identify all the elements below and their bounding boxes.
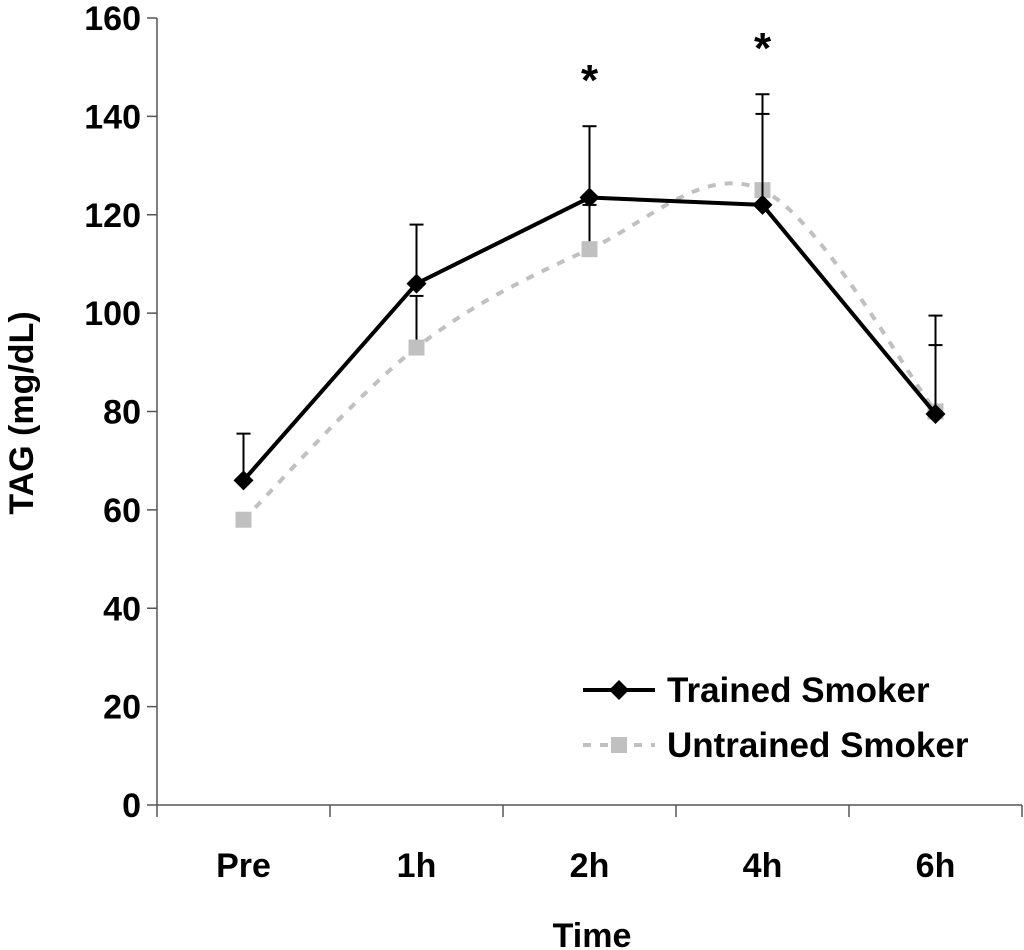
plot-area bbox=[233, 93, 946, 528]
series-trained-smoker bbox=[233, 112, 946, 491]
y-tick-label: 140 bbox=[84, 98, 141, 136]
y-tick-label: 40 bbox=[103, 590, 141, 628]
data-point-diamond bbox=[579, 187, 600, 208]
x-axis-title: Time bbox=[553, 917, 632, 950]
legend-item-trained-smoker: Trained Smoker bbox=[583, 671, 930, 710]
legend-marker-square bbox=[611, 737, 627, 753]
x-tick-label: 2h bbox=[570, 847, 610, 885]
legend-label-trained: Trained Smoker bbox=[667, 671, 930, 710]
y-tick-label: 120 bbox=[84, 197, 141, 235]
x-tick-label: Pre bbox=[216, 847, 271, 885]
y-tick-label: 160 bbox=[84, 0, 141, 38]
x-tick-label: 6h bbox=[916, 847, 956, 885]
y-tick-label: 20 bbox=[103, 689, 141, 727]
significance-marker: * bbox=[581, 56, 599, 105]
legend-marker-diamond bbox=[609, 680, 629, 700]
data-point-diamond bbox=[752, 194, 773, 215]
y-axis: 0 20 40 60 80 100 120 140 160 bbox=[84, 0, 158, 825]
data-point-square bbox=[581, 241, 598, 258]
y-tick-label: 100 bbox=[84, 295, 141, 333]
data-point-square bbox=[235, 511, 252, 528]
x-tick-label: 4h bbox=[743, 847, 783, 885]
legend: Trained Smoker Untrained Smoker bbox=[583, 671, 969, 765]
y-tick-label: 60 bbox=[103, 492, 141, 530]
legend-label-untrained: Untrained Smoker bbox=[667, 726, 969, 765]
y-axis-title: TAG (mg/dL) bbox=[3, 311, 41, 514]
data-point-square bbox=[408, 339, 425, 356]
data-point-diamond bbox=[233, 470, 254, 491]
annotations: ** bbox=[581, 24, 772, 105]
x-tick-label: 1h bbox=[397, 847, 437, 885]
data-point-diamond bbox=[925, 403, 946, 424]
data-point-diamond bbox=[406, 273, 427, 294]
y-tick-label: 0 bbox=[122, 787, 141, 825]
x-axis: Pre 1h 2h 4h 6h bbox=[156, 804, 1023, 885]
legend-item-untrained-smoker: Untrained Smoker bbox=[583, 726, 969, 765]
significance-marker: * bbox=[754, 24, 772, 73]
y-tick-label: 80 bbox=[103, 394, 141, 432]
